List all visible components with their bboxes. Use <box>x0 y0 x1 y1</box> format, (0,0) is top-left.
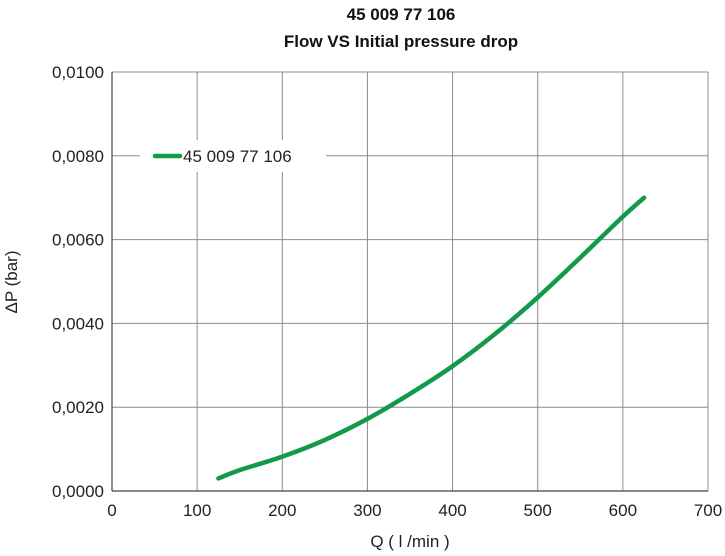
legend: 45 009 77 106 <box>140 140 326 172</box>
x-tick-label: 0 <box>107 501 116 520</box>
x-tick-label: 300 <box>353 501 381 520</box>
chart-title: 45 009 77 106 <box>347 5 456 24</box>
y-tick-label: 0,0000 <box>52 482 104 501</box>
y-axis-label: ΔP (bar) <box>2 250 21 313</box>
series-line <box>216 195 647 481</box>
x-tick-label: 700 <box>694 501 722 520</box>
y-tick-label: 0,0020 <box>52 398 104 417</box>
legend-label: 45 009 77 106 <box>183 147 292 166</box>
chart-subtitle: Flow VS Initial pressure drop <box>284 32 518 51</box>
x-tick-label: 100 <box>183 501 211 520</box>
x-tick-label: 400 <box>438 501 466 520</box>
tick-labels: 0 100 200 300 400 500 600 700 0,0000 0,0020 0,0040… <box>52 63 722 520</box>
grid <box>111 71 709 492</box>
x-tick-label: 600 <box>609 501 637 520</box>
y-tick-label: 0,0080 <box>52 147 104 166</box>
x-tick-label: 200 <box>268 501 296 520</box>
y-tick-label: 0,0100 <box>52 63 104 82</box>
series-layer <box>216 195 647 481</box>
y-tick-label: 0,0060 <box>52 231 104 250</box>
y-tick-label: 0,0040 <box>52 314 104 333</box>
x-axis-label: Q ( l /min ) <box>370 532 449 551</box>
x-tick-label: 500 <box>524 501 552 520</box>
